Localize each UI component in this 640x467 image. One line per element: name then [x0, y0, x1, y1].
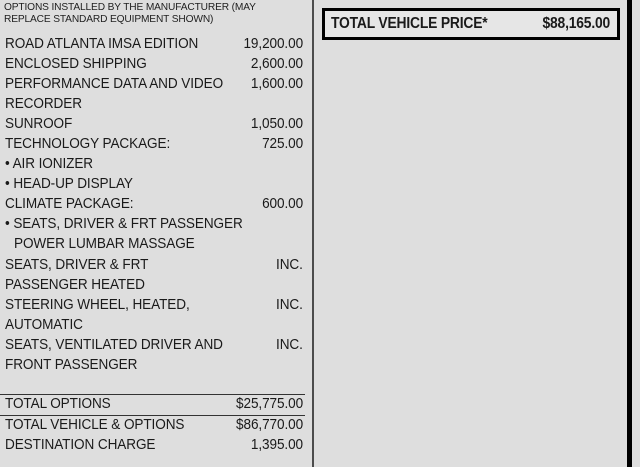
total-options-label: TOTAL OPTIONS: [5, 395, 111, 412]
option-row: SEATS, DRIVER & FRT INC.: [0, 257, 306, 277]
option-label: • AIR IONIZER: [5, 156, 94, 173]
option-row: • AIR IONIZER: [0, 156, 306, 176]
option-label: ENCLOSED SHIPPING: [5, 56, 147, 73]
option-label: • HEAD-UP DISPLAY: [5, 176, 133, 193]
total-vehicle-price-value: $88,165.00: [542, 15, 610, 32]
totals-rule-top: [0, 394, 305, 395]
option-label: FRONT PASSENGER: [5, 356, 138, 373]
option-row: ENCLOSED SHIPPING 2,600.00: [0, 56, 306, 76]
options-panel: OPTIONS INSTALLED BY THE MANUFACTURER (M…: [0, 0, 306, 467]
option-label: STEERING WHEEL, HEATED,: [5, 296, 190, 313]
option-row: SUNROOF 1,050.00: [0, 116, 306, 136]
option-label: SEATS, DRIVER & FRT: [5, 256, 149, 273]
option-price: INC.: [276, 336, 303, 353]
options-list: ROAD ATLANTA IMSA EDITION 19,200.00 ENCLOS…: [0, 36, 306, 377]
option-label: AUTOMATIC: [5, 316, 83, 333]
option-row: • HEAD-UP DISPLAY: [0, 176, 306, 196]
option-label: SEATS, VENTILATED DRIVER AND: [5, 336, 223, 353]
option-price: INC.: [276, 256, 303, 273]
option-price: 1,050.00: [250, 116, 303, 133]
option-label: ROAD ATLANTA IMSA EDITION: [5, 36, 199, 52]
destination-charge-value: 1,395.00: [250, 436, 303, 453]
total-vehicle-options-row: TOTAL VEHICLE & OPTIONS $86,770.00: [0, 416, 306, 436]
option-price: 600.00: [262, 196, 303, 213]
option-label: SUNROOF: [5, 116, 73, 133]
option-row: RECORDER: [0, 96, 306, 116]
option-price: 725.00: [262, 136, 303, 153]
total-options-row: TOTAL OPTIONS $25,775.00: [0, 395, 306, 415]
option-row: STEERING WHEEL, HEATED, INC.: [0, 297, 306, 317]
option-row: AUTOMATIC: [0, 317, 306, 337]
option-label: RECORDER: [5, 96, 82, 113]
option-row: PASSENGER HEATED: [0, 277, 306, 297]
total-vehicle-price-box: TOTAL VEHICLE PRICE* $88,165.00: [322, 8, 620, 40]
destination-charge-label: DESTINATION CHARGE: [5, 436, 156, 453]
option-row: CLIMATE PACKAGE: 600.00: [0, 196, 306, 216]
option-row: POWER LUMBAR MASSAGE: [0, 236, 306, 256]
option-label: PERFORMANCE DATA AND VIDEO: [5, 76, 224, 93]
option-label: POWER LUMBAR MASSAGE: [14, 236, 195, 253]
total-vehicle-options-value: $86,770.00: [235, 416, 303, 433]
totals-section: TOTAL OPTIONS $25,775.00 TOTAL VEHICLE &…: [0, 394, 306, 456]
option-price: 19,200.00: [243, 36, 303, 52]
option-row: FRONT PASSENGER: [0, 357, 306, 377]
option-row: • SEATS, DRIVER & FRT PASSENGER: [0, 216, 306, 236]
option-label: PASSENGER HEATED: [5, 276, 145, 293]
sticker-right-border: [627, 0, 632, 467]
price-panel: TOTAL VEHICLE PRICE* $88,165.00: [314, 0, 627, 467]
option-price: 2,600.00: [250, 56, 303, 73]
options-panel-heading: OPTIONS INSTALLED BY THE MANUFACTURER (M…: [4, 1, 256, 26]
option-label: TECHNOLOGY PACKAGE:: [5, 136, 171, 153]
option-price: 1,600.00: [250, 76, 303, 93]
option-row: TECHNOLOGY PACKAGE: 725.00: [0, 136, 306, 156]
column-divider: [312, 0, 314, 467]
option-row: SEATS, VENTILATED DRIVER AND INC.: [0, 337, 306, 357]
total-vehicle-price-label: TOTAL VEHICLE PRICE*: [331, 15, 488, 32]
option-label: CLIMATE PACKAGE:: [5, 196, 134, 213]
option-row: PERFORMANCE DATA AND VIDEO 1,600.00: [0, 76, 306, 96]
total-vehicle-options-label: TOTAL VEHICLE & OPTIONS: [5, 416, 185, 433]
option-price: INC.: [276, 296, 303, 313]
destination-charge-row: DESTINATION CHARGE 1,395.00: [0, 436, 306, 456]
total-options-value: $25,775.00: [235, 395, 303, 412]
option-row: ROAD ATLANTA IMSA EDITION 19,200.00: [0, 36, 306, 56]
option-label: • SEATS, DRIVER & FRT PASSENGER: [5, 216, 243, 233]
totals-rule-mid: [0, 415, 305, 417]
